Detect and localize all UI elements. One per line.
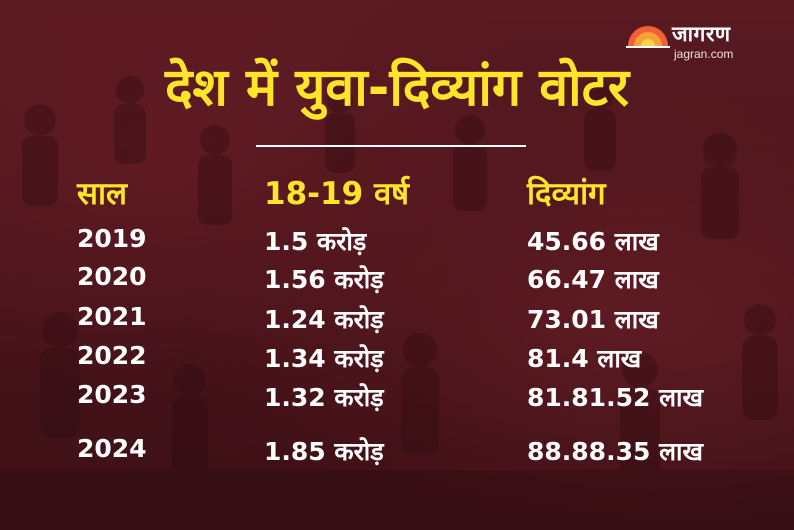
table-row: 2024 1.85 करोड़ 88.88.35 लाख [0,434,794,474]
year-cell: 2019 [77,224,147,253]
youth-cell: 1.34 करोड़ [264,344,384,373]
table-row: 2019 1.5 करोड़ 45.66 लाख [0,224,794,264]
disabled-cell: 81.4 लाख [527,344,642,373]
year-cell: 2021 [77,302,147,331]
youth-cell: 1.85 करोड़ [264,437,384,466]
disabled-cell: 66.47 लाख [527,265,659,294]
table-row: 2022 1.34 करोड़ 81.4 लाख [0,341,794,381]
year-cell: 2023 [77,380,147,409]
header-year: साल [77,176,128,212]
youth-cell: 1.5 करोड़ [264,227,367,256]
table-row: 2023 1.32 करोड़ 81.81.52 लाख [0,380,794,420]
disabled-cell: 45.66 लाख [527,227,659,256]
logo-site-text: jagran.com [674,47,734,61]
disabled-cell: 88.88.35 लाख [527,437,703,466]
jagran-logo: जागरण jagran.com [626,22,776,64]
table-row: 2020 1.56 करोड़ 66.47 लाख [0,262,794,302]
youth-cell: 1.24 करोड़ [264,305,384,334]
disabled-cell: 81.81.52 लाख [527,383,703,412]
page-title: देश में युवा-दिव्यांग वोटर [164,58,630,118]
logo-brand-text: जागरण [672,22,731,46]
year-cell: 2022 [77,341,147,370]
year-cell: 2020 [77,262,147,291]
year-cell: 2024 [77,434,147,463]
disabled-cell: 73.01 लाख [527,305,659,334]
table-row: 2021 1.24 करोड़ 73.01 लाख [0,302,794,342]
sun-logo-icon [626,26,670,48]
youth-cell: 1.32 करोड़ [264,383,384,412]
header-disabled-voters: दिव्यांग [527,176,606,212]
header-youth-voters: 18-19 वर्ष [264,176,410,212]
youth-cell: 1.56 करोड़ [264,265,384,294]
title-divider [256,145,526,147]
